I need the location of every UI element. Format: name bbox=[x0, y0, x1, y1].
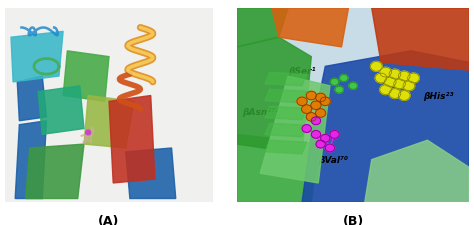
Circle shape bbox=[403, 81, 415, 91]
Circle shape bbox=[340, 75, 348, 82]
Text: βAsn²⁷²: βAsn²⁷² bbox=[242, 107, 279, 116]
Circle shape bbox=[320, 135, 330, 142]
Text: βSer¹: βSer¹ bbox=[288, 66, 316, 75]
Circle shape bbox=[311, 131, 320, 139]
Circle shape bbox=[389, 89, 401, 99]
Polygon shape bbox=[84, 96, 134, 148]
Polygon shape bbox=[265, 107, 307, 120]
Circle shape bbox=[311, 101, 321, 110]
Polygon shape bbox=[63, 52, 109, 102]
Polygon shape bbox=[260, 77, 330, 183]
Polygon shape bbox=[365, 141, 469, 202]
Text: βVal⁷⁰: βVal⁷⁰ bbox=[319, 155, 348, 164]
Polygon shape bbox=[109, 96, 155, 183]
Circle shape bbox=[316, 94, 326, 102]
Polygon shape bbox=[265, 141, 307, 154]
Circle shape bbox=[330, 79, 339, 86]
Circle shape bbox=[311, 117, 320, 125]
Circle shape bbox=[380, 86, 392, 95]
Polygon shape bbox=[17, 77, 46, 121]
Text: (B): (B) bbox=[343, 214, 364, 225]
Polygon shape bbox=[237, 38, 311, 154]
Circle shape bbox=[384, 78, 396, 87]
Circle shape bbox=[408, 74, 419, 83]
Polygon shape bbox=[302, 52, 469, 203]
Polygon shape bbox=[265, 90, 307, 103]
Polygon shape bbox=[15, 121, 46, 199]
Circle shape bbox=[380, 68, 392, 78]
Circle shape bbox=[316, 109, 326, 118]
Polygon shape bbox=[38, 86, 84, 135]
Circle shape bbox=[394, 80, 405, 89]
Polygon shape bbox=[372, 9, 469, 71]
Polygon shape bbox=[237, 135, 319, 202]
Circle shape bbox=[297, 98, 307, 106]
Circle shape bbox=[399, 72, 410, 82]
Circle shape bbox=[399, 91, 410, 101]
Circle shape bbox=[306, 113, 317, 122]
Polygon shape bbox=[11, 32, 63, 83]
Circle shape bbox=[316, 141, 325, 148]
Circle shape bbox=[375, 74, 387, 83]
Circle shape bbox=[371, 62, 382, 72]
Circle shape bbox=[349, 83, 357, 90]
Circle shape bbox=[330, 131, 339, 139]
Circle shape bbox=[389, 70, 401, 80]
Polygon shape bbox=[265, 124, 307, 137]
Circle shape bbox=[320, 98, 330, 106]
Circle shape bbox=[325, 144, 335, 152]
Polygon shape bbox=[126, 148, 176, 199]
Polygon shape bbox=[265, 73, 307, 86]
Polygon shape bbox=[237, 9, 288, 48]
Text: (A): (A) bbox=[98, 214, 120, 225]
Circle shape bbox=[306, 92, 317, 100]
Circle shape bbox=[301, 105, 312, 114]
Circle shape bbox=[86, 130, 91, 135]
Circle shape bbox=[335, 87, 343, 94]
Circle shape bbox=[302, 125, 311, 133]
Text: βHis²³: βHis²³ bbox=[423, 92, 453, 101]
Polygon shape bbox=[272, 9, 348, 48]
Polygon shape bbox=[26, 144, 84, 199]
